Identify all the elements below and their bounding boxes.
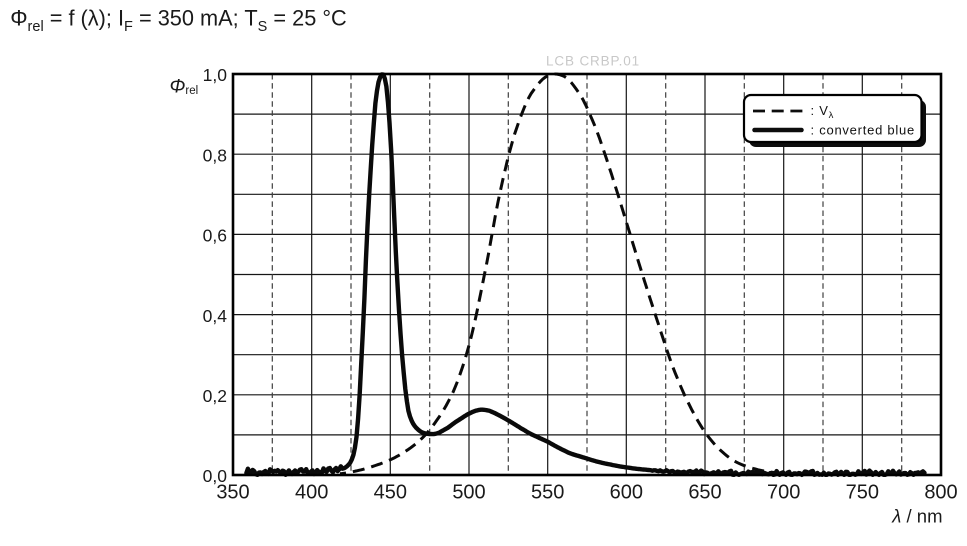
svg-text:0,4: 0,4 xyxy=(203,306,228,326)
svg-text:800: 800 xyxy=(924,482,957,504)
svg-text:500: 500 xyxy=(452,482,485,504)
svg-text:750: 750 xyxy=(846,482,879,504)
svg-text:0,0: 0,0 xyxy=(203,466,228,486)
svg-text:0,6: 0,6 xyxy=(203,226,227,246)
svg-text:550: 550 xyxy=(531,482,564,504)
svg-text:350: 350 xyxy=(216,482,249,504)
svg-text:: Vλ: : Vλ xyxy=(811,103,835,121)
svg-text:Φrel = f (λ); IF = 350 mA; TS: Φrel = f (λ); IF = 350 mA; TS = 25 °C xyxy=(10,5,347,35)
svg-text:λ / nm: λ / nm xyxy=(891,506,942,527)
svg-text:450: 450 xyxy=(374,482,407,504)
svg-text:650: 650 xyxy=(688,482,721,504)
svg-text:400: 400 xyxy=(295,482,328,504)
svg-text:700: 700 xyxy=(767,482,800,504)
svg-text:1,0: 1,0 xyxy=(203,65,228,85)
svg-text:0,8: 0,8 xyxy=(203,145,227,165)
svg-text:: converted blue: : converted blue xyxy=(811,123,916,138)
svg-text:0,2: 0,2 xyxy=(203,386,227,406)
svg-text:600: 600 xyxy=(610,482,643,504)
svg-text:LCB CRBP.01: LCB CRBP.01 xyxy=(546,54,640,69)
